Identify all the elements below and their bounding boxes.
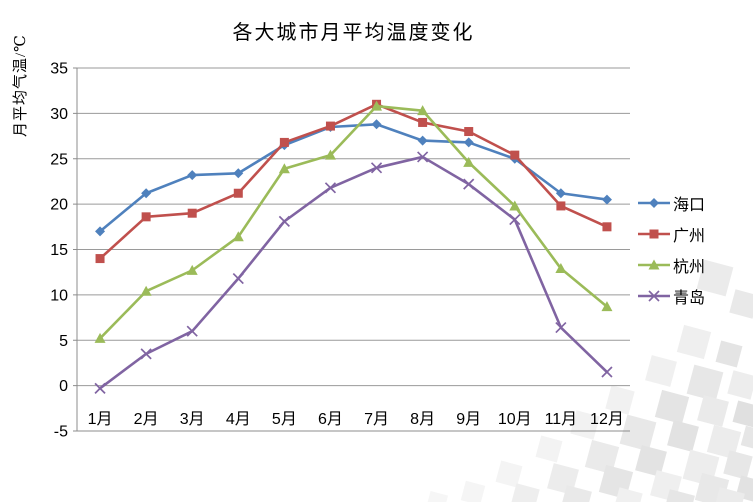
series-guangzhou-marker xyxy=(510,150,520,160)
y-axis-tick-label: 5 xyxy=(59,333,68,350)
x-axis-tick-label: 1月 xyxy=(88,411,113,428)
series-haikou-marker xyxy=(371,119,382,130)
y-axis-tick-label: 30 xyxy=(50,106,68,123)
x-axis-tick-label: 2月 xyxy=(134,411,159,428)
chart-title: 各大城市月平均温度变化 xyxy=(232,22,475,44)
y-axis-tick-label: 15 xyxy=(50,242,68,259)
legend-item-label: 杭州 xyxy=(673,259,706,276)
series-haikou-marker xyxy=(141,188,152,199)
series-guangzhou-marker xyxy=(464,127,474,137)
x-axis-tick-label: 12月 xyxy=(590,411,624,428)
x-axis-tick-label: 3月 xyxy=(180,411,205,428)
series-qingdao-marker xyxy=(278,215,290,227)
series-qingdao-marker xyxy=(601,366,613,378)
series-qingdao-line xyxy=(98,155,609,390)
legend-triangle-icon xyxy=(638,259,670,270)
series-qingdao-marker xyxy=(94,382,106,394)
x-axis-tick-label: 11月 xyxy=(545,411,578,428)
series-hangzhou-marker xyxy=(417,105,429,116)
series-hangzhou-marker xyxy=(232,231,244,242)
legend-item-label: 海口 xyxy=(673,197,706,214)
legend-item-hangzhou: 杭州 xyxy=(637,254,705,276)
legend-item-label: 广州 xyxy=(673,228,706,245)
x-axis-tick-label: 8月 xyxy=(410,411,435,428)
series-hangzhou-marker xyxy=(555,263,567,274)
series-haikou-marker xyxy=(555,188,566,199)
series-hangzhou-marker xyxy=(601,301,613,312)
series-hangzhou-marker xyxy=(94,332,106,343)
legend-square-icon xyxy=(638,229,670,239)
series-haikou-marker xyxy=(417,135,428,146)
series-guangzhou-marker xyxy=(602,222,612,232)
legend-item-qingdao: 青岛 xyxy=(637,285,705,307)
y-axis-tick-label: 10 xyxy=(50,287,68,304)
series-hangzhou-marker xyxy=(463,156,475,167)
y-axis-tick-label: 25 xyxy=(50,151,68,168)
legend-x-icon xyxy=(638,290,670,302)
x-axis-tick-label: 9月 xyxy=(456,411,481,428)
series-hangzhou xyxy=(94,100,613,343)
legend-marker xyxy=(648,290,660,302)
series-qingdao-marker xyxy=(417,151,429,163)
legend-diamond-icon xyxy=(638,198,670,208)
y-axis-ticks xyxy=(73,67,77,432)
legend-marker xyxy=(648,259,660,270)
series-qingdao-marker xyxy=(140,348,152,360)
series-qingdao-marker xyxy=(370,162,383,174)
series-haikou-marker xyxy=(233,168,244,179)
series-qingdao-marker xyxy=(232,272,244,285)
series-guangzhou-marker xyxy=(556,201,566,211)
series-hangzhou-line xyxy=(98,104,609,340)
series-guangzhou-marker xyxy=(233,188,243,198)
series-haikou-marker xyxy=(463,137,474,148)
series-qingdao-marker xyxy=(555,321,567,334)
legend-item-guangzhou: 广州 xyxy=(637,223,705,245)
series-guangzhou-line xyxy=(98,103,609,260)
series-qingdao-marker xyxy=(324,182,337,194)
y-axis-tick-label: -5 xyxy=(54,424,68,441)
series-guangzhou-marker xyxy=(95,254,105,264)
legend-marker xyxy=(649,198,659,208)
series-hangzhou-marker xyxy=(509,200,521,211)
y-axis-tick-label: 20 xyxy=(50,197,68,214)
series-guangzhou-marker xyxy=(325,121,335,131)
series-guangzhou-marker xyxy=(279,137,289,147)
series-qingdao-marker xyxy=(186,325,198,337)
series-guangzhou-marker xyxy=(141,212,151,222)
y-axis-tick-labels: -5 0 5 10 15 20 25 30 35 xyxy=(50,61,68,441)
series-guangzhou-marker xyxy=(418,117,428,127)
series-haikou-marker xyxy=(95,226,106,237)
series-hangzhou-marker xyxy=(324,149,336,160)
legend-item-haikou: 海口 xyxy=(637,192,705,214)
series-haikou-marker xyxy=(187,170,198,181)
x-axis-tick-label: 7月 xyxy=(364,411,389,428)
series-qingdao xyxy=(94,151,613,394)
x-axis-tick-label: 4月 xyxy=(226,411,251,428)
legend-marker xyxy=(649,229,659,239)
series-hangzhou-marker xyxy=(186,264,198,275)
x-axis-tick-label: 6月 xyxy=(318,411,343,428)
series-qingdao-marker xyxy=(463,178,475,190)
y-axis-tick-label: 35 xyxy=(50,61,68,78)
series-hangzhou-marker xyxy=(140,285,152,296)
series-qingdao-marker xyxy=(509,213,521,226)
series-guangzhou-marker xyxy=(187,208,197,218)
y-axis-tick-label: 0 xyxy=(59,378,68,395)
legend: 海口 广州 杭州 青岛 xyxy=(637,192,705,307)
series-haikou-marker xyxy=(601,194,612,205)
series-hangzhou-marker xyxy=(278,163,290,174)
x-axis-tick-label: 10月 xyxy=(498,411,532,428)
legend-item-label: 青岛 xyxy=(673,290,706,307)
x-axis-tick-labels: 1月 2月 3月 4月 5月 6月 7月 8月 9月 10月 11月 12月 xyxy=(88,411,624,428)
series-hangzhou-marker xyxy=(371,100,383,111)
x-axis-tick-label: 5月 xyxy=(272,411,297,428)
